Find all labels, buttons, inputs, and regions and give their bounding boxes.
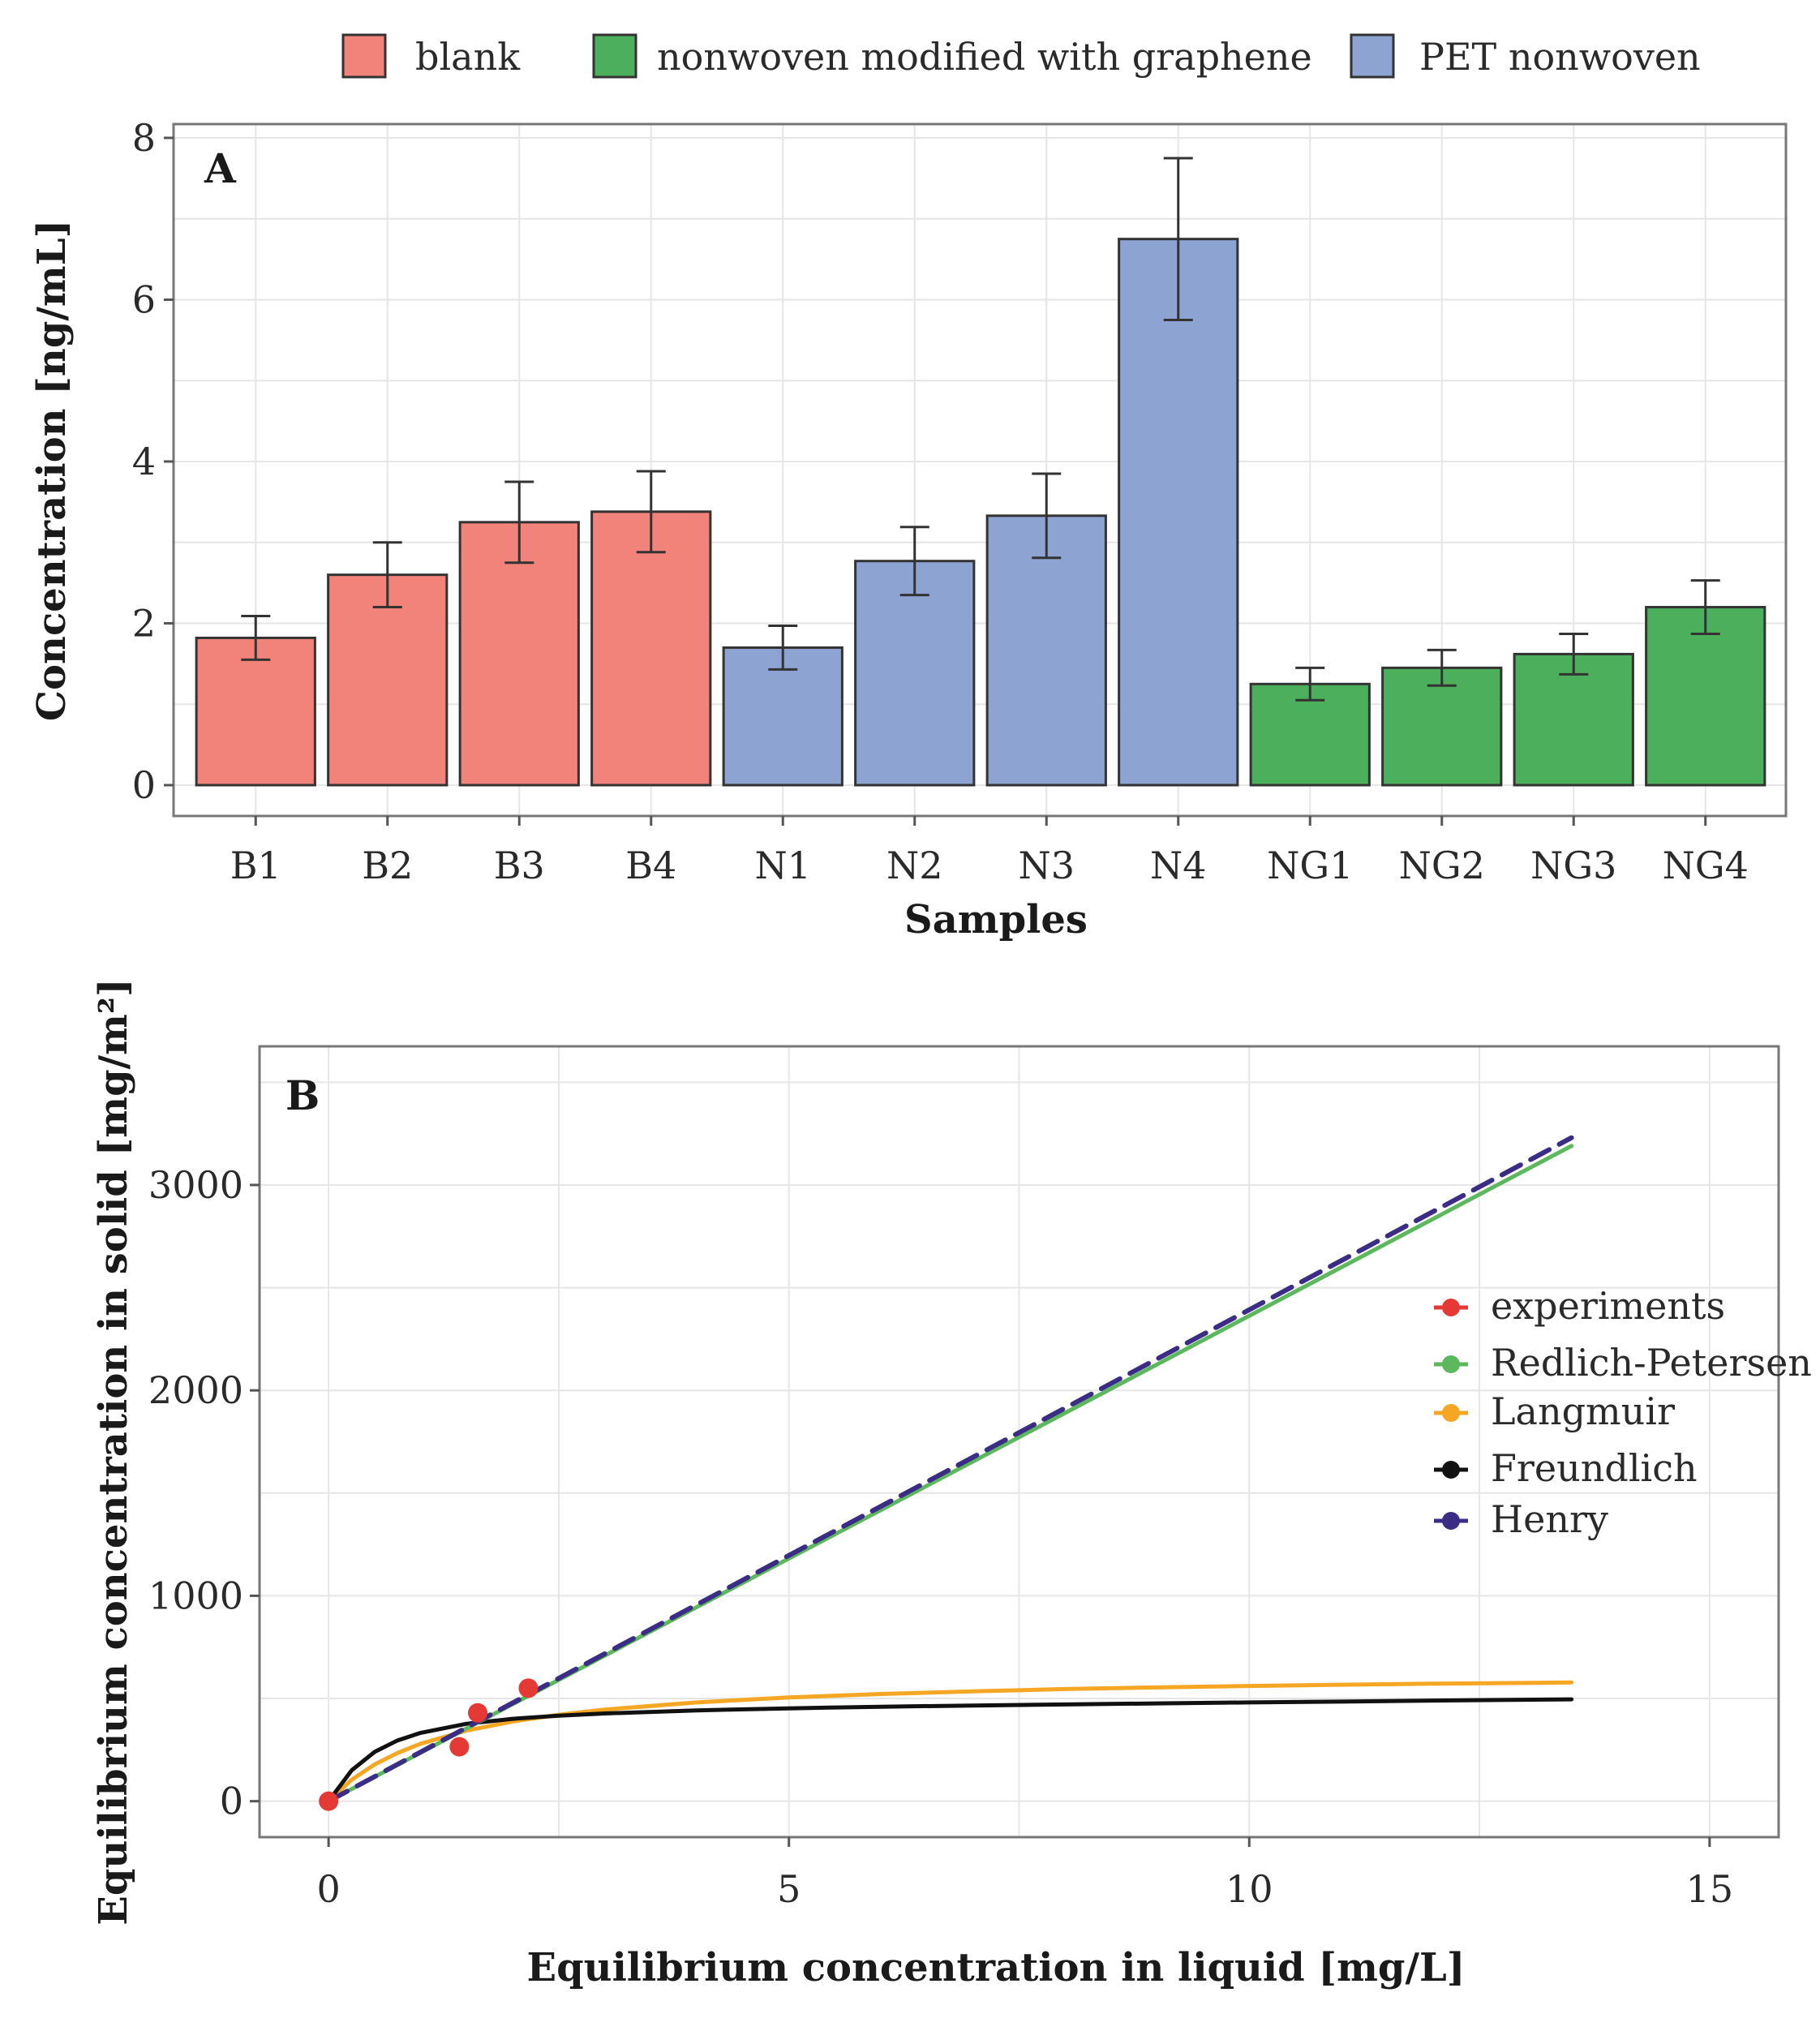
series-line-langmuir	[326, 1680, 1574, 1804]
x-tick-label: N3	[1018, 844, 1075, 887]
y-tick-label: 6	[132, 278, 156, 322]
legend-label-freundlich: Freundlich	[1491, 1446, 1698, 1490]
legend-swatch-pet	[1350, 33, 1395, 79]
bar-N4	[1118, 238, 1239, 787]
x-tick-label: 10	[1225, 1867, 1273, 1911]
experiment-point	[468, 1703, 488, 1723]
experiment-point	[319, 1791, 339, 1811]
panel-a-bars	[195, 157, 1766, 787]
series-line-freundlich	[326, 1697, 1574, 1804]
x-tick-label: 0	[316, 1867, 340, 1911]
bar-B1	[195, 636, 316, 787]
panel-b-frame	[258, 1045, 1780, 1839]
panel-a-y-title: Concentration [ng/mL]	[29, 220, 75, 721]
panel-b-y-title: Equilibrium concentration in solid [mg/m…	[91, 978, 136, 1925]
legend-label-langmuir: Langmuir	[1491, 1389, 1675, 1433]
panel-b-experiment-points	[319, 1678, 539, 1811]
x-tick-label: B3	[494, 844, 545, 887]
panel-a-plot: 0 2 4 6 8 B1 B2 B3 B4 N1 N2 N3 N4 NG1 NG2 NG3 NG4 A Sam…	[29, 116, 1788, 943]
x-tick-label: NG4	[1663, 844, 1749, 887]
y-tick-label: 4	[132, 440, 156, 483]
bar-NG3	[1513, 652, 1634, 787]
legend-label-pet: PET nonwoven	[1419, 35, 1701, 79]
panel-b-gridlines	[260, 1046, 1779, 1837]
y-tick-label: 1000	[148, 1574, 243, 1617]
legend-key-dot-langmuir	[1442, 1404, 1460, 1422]
x-tick-label: NG1	[1267, 844, 1353, 887]
legend-swatch-blank	[341, 33, 387, 79]
y-tick-label: 2000	[148, 1368, 243, 1412]
panel-a-x-title: Samples	[904, 897, 1088, 943]
y-tick-label: 0	[220, 1780, 243, 1823]
x-tick-label: 5	[777, 1867, 801, 1911]
legend-key-dot-redlich_petersen	[1442, 1355, 1460, 1373]
x-tick-label: N1	[754, 844, 811, 887]
y-tick-label: 0	[132, 763, 156, 807]
bar-N2	[854, 560, 976, 787]
legend-label-henry: Henry	[1491, 1497, 1608, 1541]
bar-NG2	[1381, 666, 1503, 787]
legend-label-graphene: nonwoven modified with graphene	[657, 35, 1312, 79]
y-tick-label: 8	[132, 116, 156, 160]
legend-key-dot-freundlich	[1442, 1461, 1460, 1479]
panel-a-frame	[172, 122, 1788, 818]
panel-b-y-axis: 0 1000 2000 3000	[148, 1163, 260, 1823]
panel-b-plot: 0 1000 2000 3000 0 5 10 15 B Equilibrium conce…	[91, 978, 1812, 1990]
legend-label-blank: blank	[415, 35, 521, 79]
bar-N3	[985, 514, 1107, 787]
experiment-point	[449, 1737, 470, 1757]
panel-b-label: B	[285, 1071, 320, 1119]
y-tick-label: 2	[132, 602, 156, 646]
x-tick-label: N4	[1150, 844, 1207, 887]
x-tick-label: N2	[886, 844, 943, 887]
y-tick-label: 3000	[148, 1163, 243, 1207]
x-tick-label: B4	[625, 844, 676, 887]
bar-B3	[458, 521, 580, 787]
x-tick-label: B1	[230, 844, 281, 887]
x-tick-label: B2	[362, 844, 413, 887]
experiment-point	[518, 1678, 539, 1698]
panel-b-x-axis: 0 5 10 15	[316, 1837, 1733, 1911]
x-tick-label: NG3	[1530, 844, 1616, 887]
panel-a-label: A	[204, 144, 237, 192]
legend-key-dot-experiments	[1442, 1299, 1460, 1316]
legend-swatch-graphene	[592, 33, 637, 79]
bar-NG4	[1645, 606, 1766, 787]
x-tick-label: NG2	[1399, 844, 1485, 887]
panel-a-x-axis: B1 B2 B3 B4 N1 N2 N3 N4 NG1 NG2 NG3 NG4	[230, 816, 1749, 887]
panel-b-x-title: Equilibrium concentration in liquid [mg/…	[527, 1945, 1466, 1990]
x-tick-label: 15	[1686, 1867, 1734, 1911]
bar-B2	[327, 573, 449, 787]
legend-key-dot-henry	[1442, 1512, 1460, 1530]
legend-label-redlich_petersen: Redlich-Petersen	[1491, 1341, 1812, 1385]
panel-a-y-axis: 0 2 4 6 8	[132, 116, 174, 807]
legend-label-experiments: experiments	[1491, 1284, 1725, 1328]
legend-a: blank nonwoven modified with graphene PE…	[341, 33, 1701, 79]
bar-B4	[590, 510, 712, 787]
